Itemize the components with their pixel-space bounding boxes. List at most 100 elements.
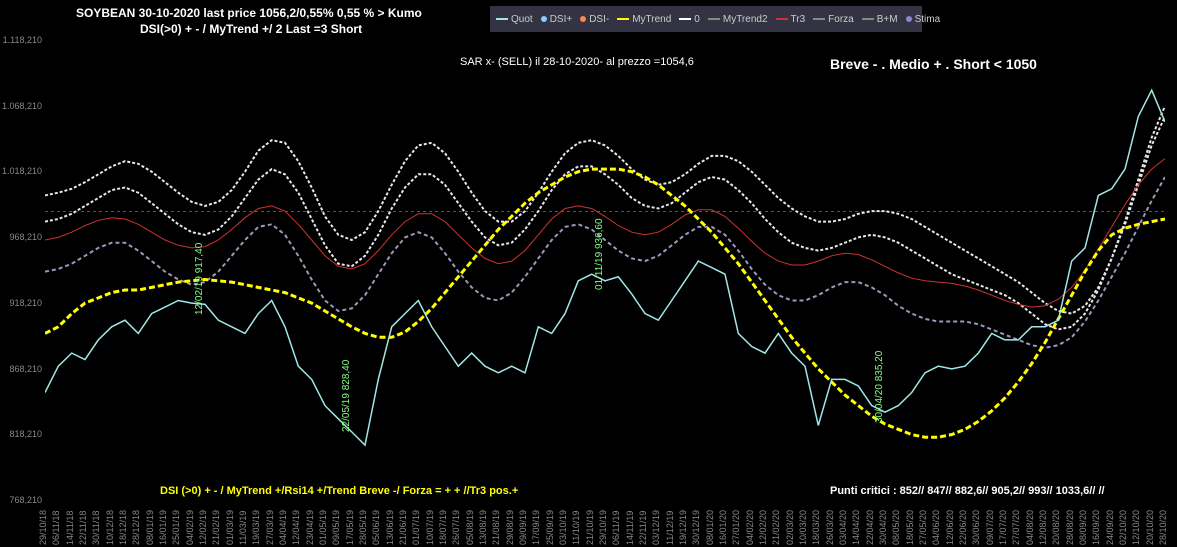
x-tick-label: 30/06/20 [971,510,981,545]
y-tick-label: 768,210 [2,495,42,505]
x-tick-label: 21/02/19 [211,510,221,545]
x-tick-label: 13/08/19 [478,510,488,545]
x-tick-label: 29/10/18 [38,510,48,545]
legend-label: Stima [915,14,941,25]
dsi-bottom-text: DSI (>0) + - / MyTrend +/Rsi14 +/Trend B… [160,485,518,497]
x-tick-label: 11/10/19 [571,511,581,545]
x-tick-label: 13/06/19 [385,510,395,545]
x-tick-label: 09/07/20 [985,510,995,545]
legend-swatch [496,18,508,20]
x-tick-label: 17/07/20 [998,510,1008,545]
x-tick-label: 20/08/20 [1051,510,1061,545]
x-tick-label: 28/08/20 [1065,510,1075,545]
legend-item: Quot [496,14,533,25]
legend-label: MyTrend2 [723,14,768,25]
x-tick-label: 12/02/19 [198,510,208,545]
mytrend-line [45,169,1165,437]
x-tick-label: 01/07/19 [411,510,421,545]
chart-title-1: SOYBEAN 30-10-2020 last price 1056,2/0,5… [76,6,422,20]
x-tick-label: 16/01/19 [158,510,168,545]
x-tick-label: 09/05/19 [331,510,341,545]
legend-swatch [906,16,912,22]
x-tick-label: 24/09/20 [1105,510,1115,545]
legend-item: DSI+ [541,14,573,25]
x-tick-label: 22/11/19 [638,511,648,545]
x-tick-label: 04/08/20 [1025,510,1035,545]
mytrend2-mid-line [45,106,1165,329]
chart-container: SOYBEAN 30-10-2020 last price 1056,2/0,5… [0,0,1177,547]
price-annotation: 22/05/19 828,40 [341,360,352,432]
x-tick-label: 17/05/19 [345,510,355,545]
x-tick-label: 20/10/20 [1145,510,1155,545]
x-tick-label: 12/10/20 [1131,510,1141,545]
y-tick-label: 868,210 [2,364,42,374]
legend-label: B+M [877,14,898,25]
y-tick-label: 818,210 [2,429,42,439]
mytrend2-top-line [45,117,1165,314]
legend-label: Tr3 [791,14,806,25]
x-tick-label: 03/10/19 [558,510,568,545]
x-tick-label: 09/09/19 [518,510,528,545]
tr3-line [45,159,1165,308]
x-tick-label: 18/05/20 [905,510,915,545]
x-tick-label: 25/09/19 [545,510,555,545]
bplus-line [45,177,1165,348]
x-tick-label: 29/08/19 [505,510,515,545]
x-tick-label: 18/07/19 [438,510,448,545]
legend-label: Forza [828,14,854,25]
legend: QuotDSI+DSI-MyTrend0MyTrend2Tr3ForzaB+MS… [490,6,922,32]
legend-item: Stima [906,14,941,25]
x-tick-label: 04/02/19 [185,510,195,545]
x-tick-label: 21/02/20 [771,510,781,545]
x-tick-label: 04/02/20 [745,510,755,545]
y-tick-label: 1.018,210 [2,166,42,176]
x-tick-label: 06/11/18 [51,511,61,545]
x-tick-label: 14/11/18 [65,511,75,545]
x-tick-label: 06/11/19 [611,511,621,545]
legend-item: 0 [679,14,700,25]
x-tick-label: 12/04/19 [291,510,301,545]
x-tick-label: 12/08/20 [1038,510,1048,545]
x-tick-label: 30/04/20 [878,510,888,545]
x-tick-label: 22/06/20 [958,510,968,545]
y-tick-label: 968,210 [2,232,42,242]
x-tick-label: 30/11/18 [91,511,101,545]
x-tick-label: 01/03/19 [225,510,235,545]
x-tick-label: 27/03/19 [265,510,275,545]
x-tick-label: 19/03/19 [251,510,261,545]
plot-svg [45,40,1165,500]
x-tick-label: 02/10/20 [1118,510,1128,545]
x-tick-label: 18/03/20 [811,510,821,545]
legend-label: DSI- [589,14,609,25]
legend-swatch [708,18,720,20]
x-tick-label: 26/03/20 [825,510,835,545]
x-tick-label: 21/10/19 [585,510,595,545]
x-tick-label: 27/01/20 [731,510,741,545]
x-tick-label: 16/09/20 [1091,510,1101,545]
legend-swatch [813,18,825,20]
y-tick-label: 1.068,210 [2,101,42,111]
y-tick-label: 918,210 [2,298,42,308]
legend-swatch [541,16,547,22]
x-tick-label: 27/05/20 [918,510,928,545]
punti-bottom-text: Punti critici : 852// 847// 882,6// 905,… [830,485,1105,497]
legend-label: 0 [694,14,700,25]
legend-item: DSI- [580,14,609,25]
x-tick-label: 10/03/20 [798,510,808,545]
x-tick-label: 10/12/18 [105,510,115,545]
x-tick-label: 11/12/19 [665,511,675,545]
legend-label: MyTrend [632,14,671,25]
x-tick-label: 21/06/19 [398,510,408,545]
x-tick-label: 18/12/18 [118,510,128,545]
legend-label: DSI+ [550,14,573,25]
x-tick-label: 28/10/20 [1158,510,1168,545]
x-tick-label: 08/01/19 [145,510,155,545]
x-tick-label: 23/04/19 [305,510,315,545]
x-tick-label: 25/01/19 [171,510,181,545]
legend-swatch [776,18,788,20]
x-tick-label: 22/04/20 [865,510,875,545]
x-tick-label: 30/12/19 [691,510,701,545]
x-tick-label: 08/05/20 [891,510,901,545]
legend-item: MyTrend2 [708,14,768,25]
x-tick-label: 21/08/19 [491,510,501,545]
